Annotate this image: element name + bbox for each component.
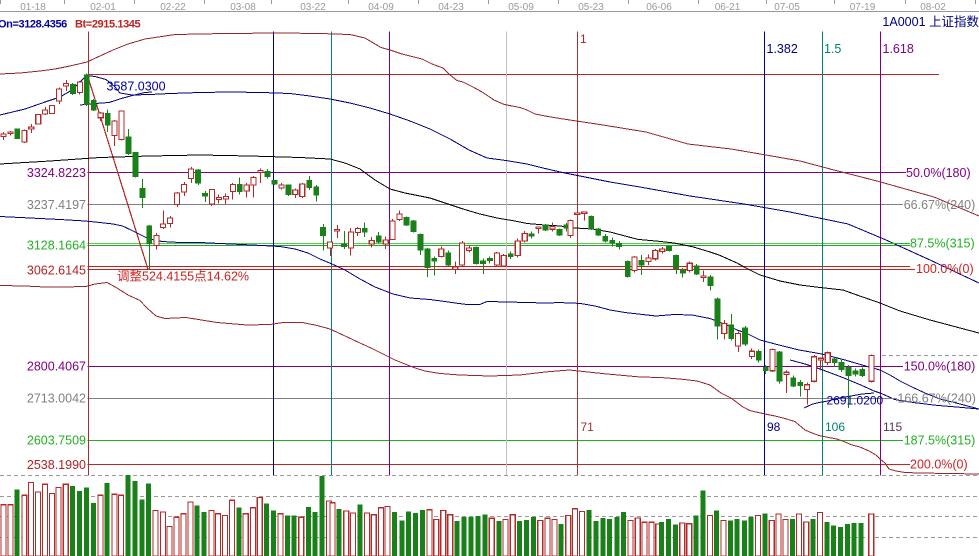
svg-text:1.5: 1.5 xyxy=(824,42,841,56)
svg-text:01-18: 01-18 xyxy=(20,2,46,13)
svg-text:07-05: 07-05 xyxy=(774,2,800,13)
svg-text:3324.8223: 3324.8223 xyxy=(27,166,86,180)
svg-text:1.382: 1.382 xyxy=(767,42,798,56)
svg-text:98: 98 xyxy=(767,420,781,434)
svg-text:150.0%(180): 150.0%(180) xyxy=(904,360,976,374)
svg-text:02-01: 02-01 xyxy=(90,2,116,13)
svg-text:200.0%(0): 200.0%(0) xyxy=(910,458,968,472)
svg-text:04-09: 04-09 xyxy=(368,2,394,13)
svg-text:100.0%(0): 100.0%(0) xyxy=(916,262,974,276)
svg-text:08-02: 08-02 xyxy=(920,2,946,13)
svg-text:106: 106 xyxy=(825,420,845,434)
svg-text:50.0%(180): 50.0%(180) xyxy=(906,166,971,180)
svg-text:2713.0042: 2713.0042 xyxy=(27,392,86,406)
svg-text:2800.4067: 2800.4067 xyxy=(27,360,86,374)
svg-text:07-19: 07-19 xyxy=(850,2,876,13)
svg-text:187.5%(315): 187.5%(315) xyxy=(904,434,976,448)
svg-text:02-22: 02-22 xyxy=(160,2,186,13)
svg-text:3062.6145: 3062.6145 xyxy=(27,264,86,278)
svg-text:06-21: 06-21 xyxy=(715,2,741,13)
svg-text:2538.1990: 2538.1990 xyxy=(27,458,86,472)
svg-text:3128.1664: 3128.1664 xyxy=(27,239,86,253)
svg-text:1.618: 1.618 xyxy=(883,42,914,56)
svg-text:On=3128.4356: On=3128.4356 xyxy=(0,19,67,31)
svg-text:3237.4197: 3237.4197 xyxy=(27,198,86,212)
svg-text:1: 1 xyxy=(580,32,587,46)
svg-text:66.67%(240): 66.67%(240) xyxy=(904,198,976,212)
svg-text:05-23: 05-23 xyxy=(578,2,604,13)
svg-text:04-23: 04-23 xyxy=(438,2,464,13)
svg-text:115: 115 xyxy=(883,420,902,434)
svg-text:05-09: 05-09 xyxy=(508,2,534,13)
svg-text:71: 71 xyxy=(581,420,595,434)
svg-text:2691.0200: 2691.0200 xyxy=(827,394,884,408)
svg-text:03-08: 03-08 xyxy=(230,2,256,13)
svg-text:06-06: 06-06 xyxy=(646,2,672,13)
svg-text:1A0001 上证指数: 1A0001 上证指数 xyxy=(882,14,979,29)
svg-text:Bt=2915.1345: Bt=2915.1345 xyxy=(75,19,141,31)
svg-text:2603.7509: 2603.7509 xyxy=(27,434,86,448)
svg-text:166.67%(240): 166.67%(240) xyxy=(897,392,976,406)
svg-text:87.5%(315): 87.5%(315) xyxy=(910,237,975,251)
svg-text:调整524.4155点14.62%: 调整524.4155点14.62% xyxy=(117,269,249,284)
svg-text:03-22: 03-22 xyxy=(300,2,326,13)
svg-text:3587.0300: 3587.0300 xyxy=(107,80,166,94)
